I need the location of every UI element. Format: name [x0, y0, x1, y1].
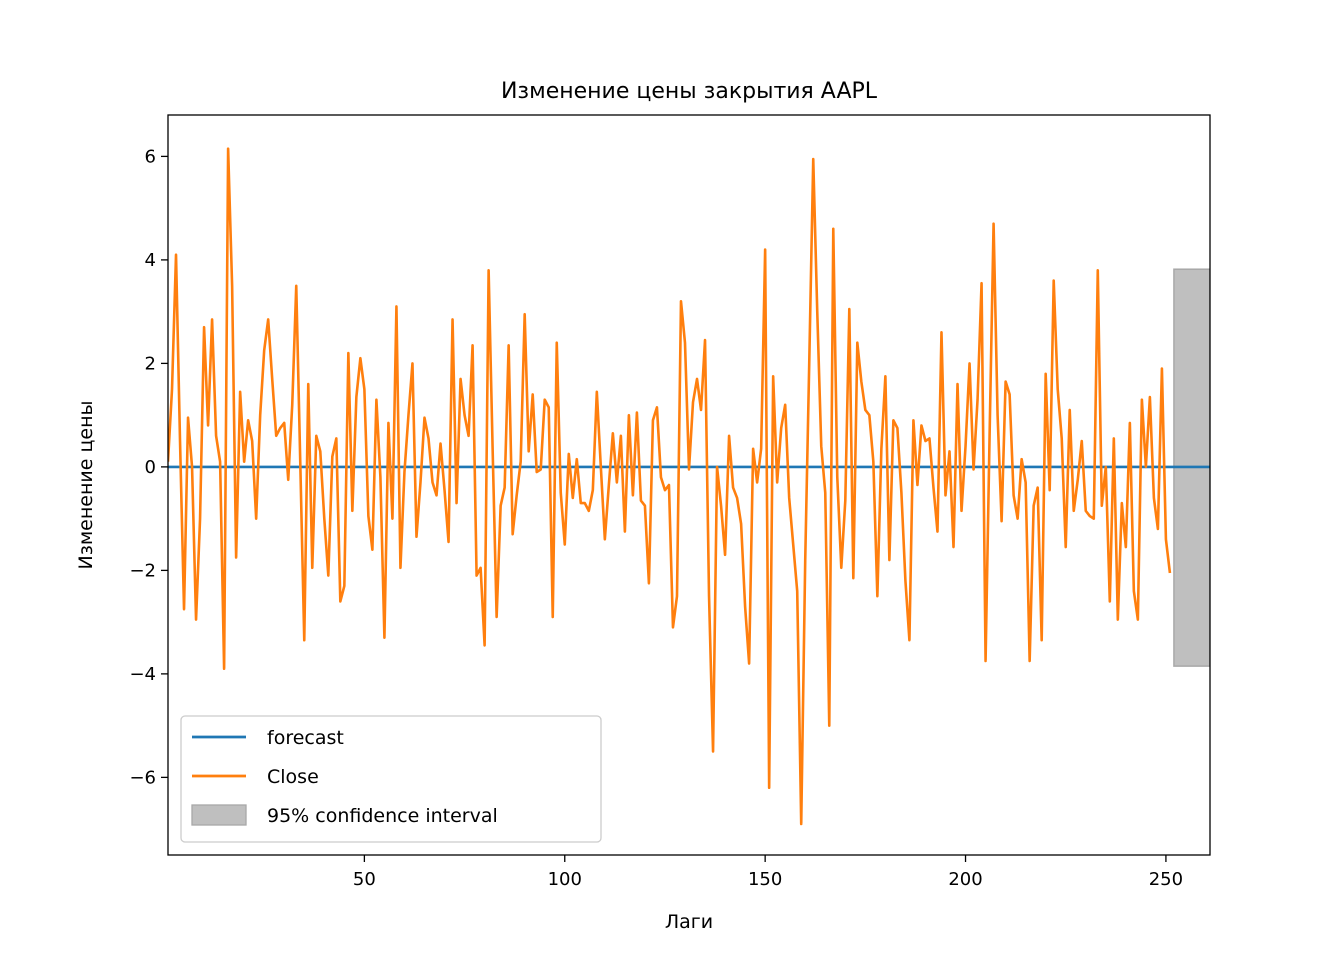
legend-label-close: Close	[267, 766, 319, 788]
y-tick-label: −4	[129, 664, 156, 685]
legend: forecast Close 95% confidence interval	[180, 715, 602, 843]
legend-swatch-95-confidence-interval	[191, 804, 247, 826]
legend-box	[180, 715, 602, 843]
legend-label-forecast: forecast	[267, 727, 344, 749]
y-tick-label: −2	[129, 560, 156, 581]
chart-title: Изменение цены закрытия AAPL	[501, 79, 878, 104]
y-tick-label: 2	[145, 353, 156, 374]
y-tick-label: 0	[145, 457, 156, 478]
x-tick-label: 50	[353, 869, 376, 890]
series-line-close	[168, 147, 1172, 826]
plot-frame	[167, 114, 1211, 856]
y-tick-label: −6	[129, 767, 156, 788]
x-tick-label: 200	[948, 869, 982, 890]
x-tick-label: 150	[748, 869, 782, 890]
x-tick-label: 100	[548, 869, 582, 890]
plot-area	[167, 114, 1211, 856]
y-tick-label: 6	[145, 146, 156, 167]
legend-label-95-confidence-interval: 95% confidence interval	[267, 805, 498, 827]
y-tick-label: 4	[145, 250, 156, 271]
x-tick-label: 250	[1149, 869, 1183, 890]
x-axis-label: Лаги	[665, 911, 713, 933]
y-axis-label: Изменение цены	[75, 401, 97, 570]
axis-ticks: 50 100 150 200 250 −6 −4 −2 0 2 4 6	[129, 146, 1183, 890]
